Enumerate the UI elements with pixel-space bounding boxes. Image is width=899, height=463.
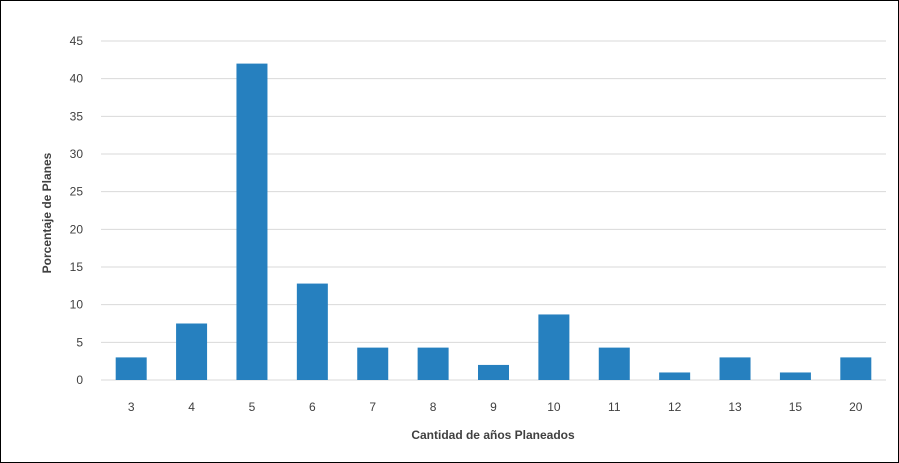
y-tick-label: 35 <box>70 109 84 123</box>
x-tick-label: 13 <box>728 400 742 414</box>
y-tick-label: 10 <box>70 298 84 312</box>
y-tick-label: 15 <box>70 260 84 274</box>
x-tick-label: 8 <box>430 400 437 414</box>
x-tick-label: 5 <box>249 400 256 414</box>
bar-5 <box>236 63 268 380</box>
y-tick-label: 5 <box>76 335 83 349</box>
bar-11 <box>598 347 630 380</box>
bar-3 <box>115 357 147 380</box>
x-axis-tick-labels: 3 4 5 6 7 8 9 10 11 12 13 15 20 <box>128 400 863 414</box>
y-tick-label: 30 <box>70 147 84 161</box>
x-tick-label: 7 <box>369 400 376 414</box>
bar-12 <box>659 372 691 380</box>
y-tick-label: 0 <box>76 373 83 387</box>
bars <box>115 63 872 380</box>
x-tick-label: 4 <box>188 400 195 414</box>
gridlines <box>101 40 886 381</box>
y-tick-label: 40 <box>70 72 84 86</box>
y-axis-tick-labels: 0 5 10 15 20 25 30 35 40 45 <box>70 34 84 387</box>
y-tick-label: 25 <box>70 185 84 199</box>
x-axis-title: Cantidad de años Planeados <box>411 428 575 442</box>
x-tick-label: 3 <box>128 400 135 414</box>
bar-9 <box>478 364 509 380</box>
x-tick-label: 15 <box>789 400 803 414</box>
bar-13 <box>719 357 751 380</box>
x-tick-label: 9 <box>490 400 497 414</box>
bar-15 <box>779 372 811 380</box>
bar-10 <box>538 314 570 380</box>
bar-6 <box>296 283 328 380</box>
y-axis-title: Porcentaje de Planes <box>40 152 54 273</box>
bar-8 <box>417 347 449 380</box>
x-tick-label: 6 <box>309 400 316 414</box>
x-tick-label: 10 <box>547 400 561 414</box>
bar-7 <box>357 347 389 380</box>
y-tick-label: 45 <box>70 34 84 48</box>
x-tick-label: 12 <box>668 400 682 414</box>
x-tick-label: 20 <box>849 400 863 414</box>
bar-4 <box>176 323 208 380</box>
x-tick-label: 11 <box>608 400 621 414</box>
y-tick-label: 20 <box>70 222 84 236</box>
bar-20 <box>840 357 872 380</box>
